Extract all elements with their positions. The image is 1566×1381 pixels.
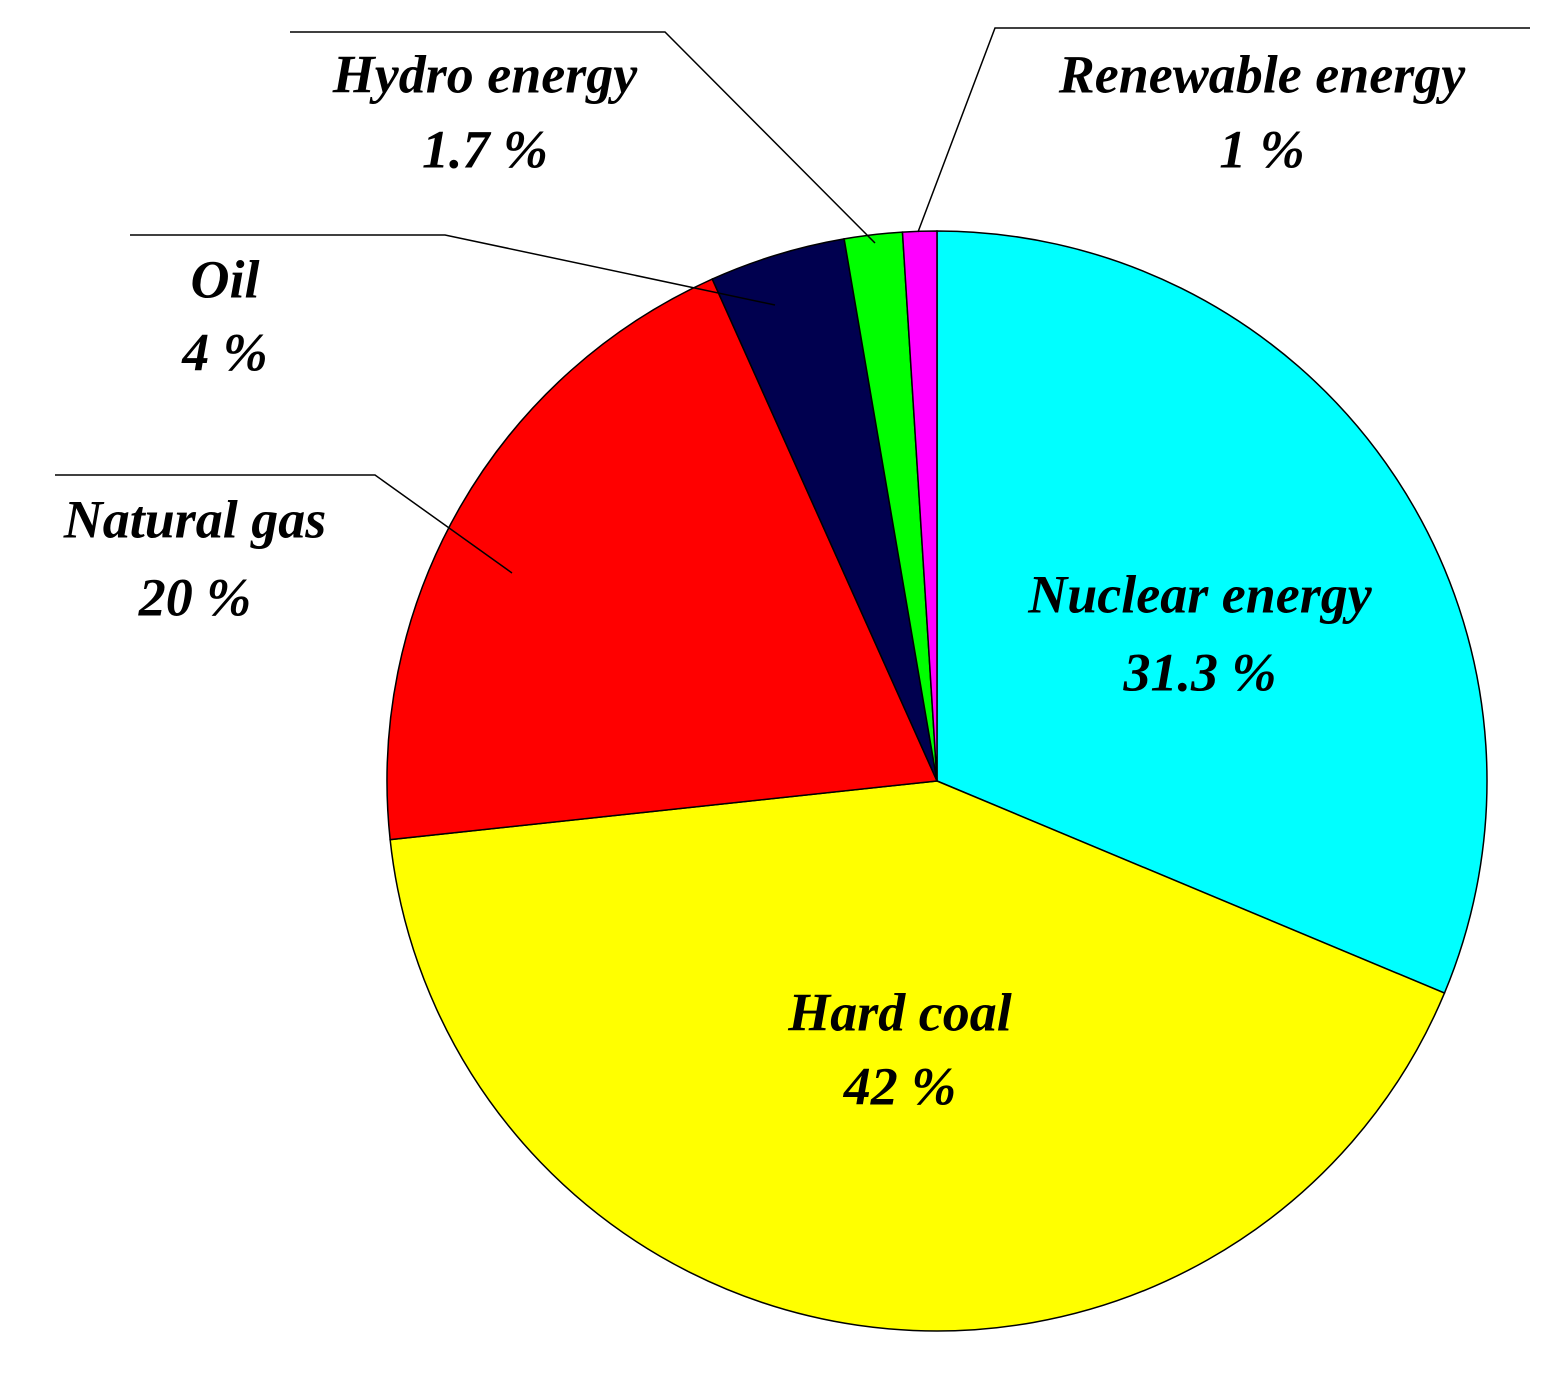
slice-value-label: 1.7 % <box>422 119 548 179</box>
slice-label: Nuclear energy <box>1027 564 1372 624</box>
slice-value-label: 4 % <box>181 322 267 382</box>
leader-line <box>130 234 776 306</box>
pie-slice <box>936 230 1488 995</box>
slice-label: Hydro energy <box>332 44 638 104</box>
slice-label: Natural gas <box>63 489 327 549</box>
slice-value-label: 1 % <box>1219 119 1304 179</box>
pie-slice <box>386 278 939 841</box>
slice-value-label: 20 % <box>138 567 251 627</box>
leader-line <box>55 474 513 574</box>
pie-slice <box>901 230 938 782</box>
slice-label: Oil <box>190 249 259 309</box>
slice-value-label: 31.3 % <box>1123 642 1277 702</box>
slice-value-label: 42 % <box>843 1056 956 1116</box>
leader-line <box>290 31 876 244</box>
leader-line <box>917 27 1530 233</box>
pie-slice <box>389 780 1446 1332</box>
slice-label: Hard coal <box>787 982 1012 1042</box>
slice-label: Renewable energy <box>1058 44 1466 104</box>
